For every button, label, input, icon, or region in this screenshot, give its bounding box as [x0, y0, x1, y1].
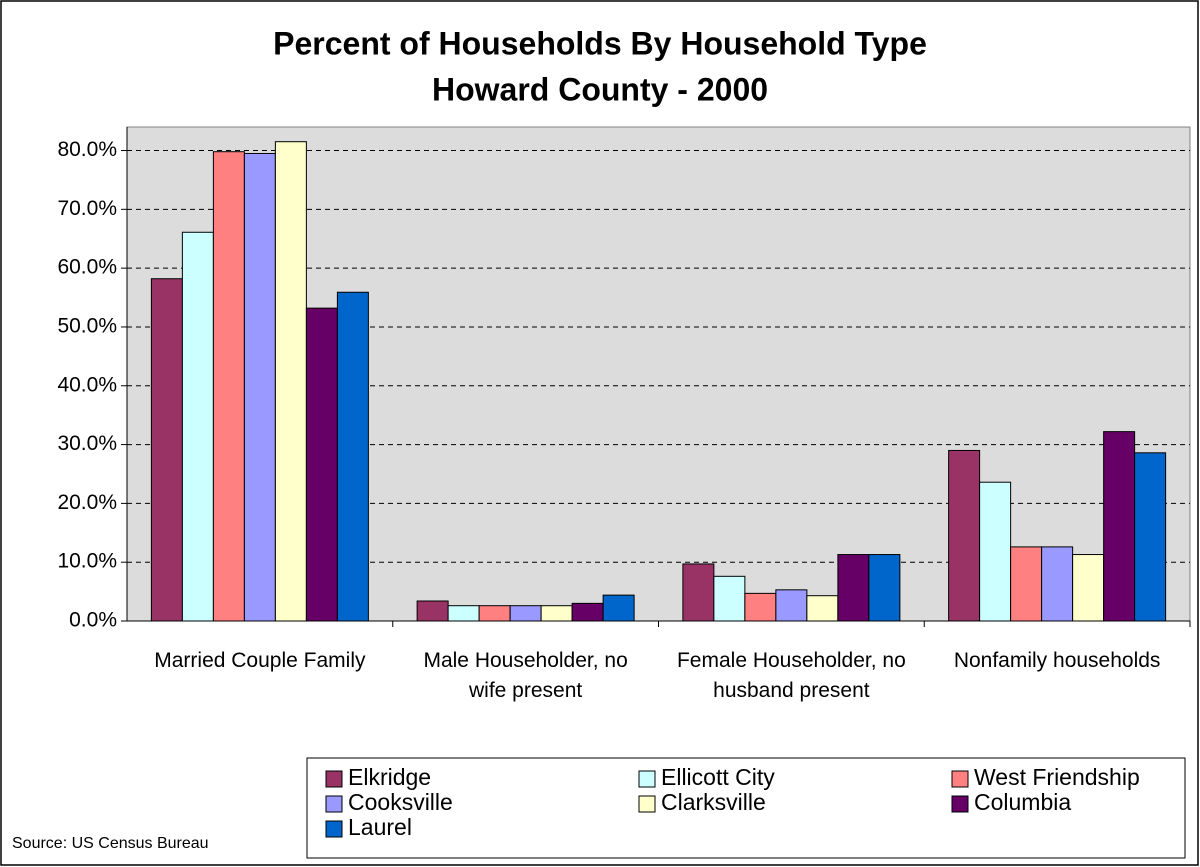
y-tick-label: 20.0% — [57, 491, 117, 514]
x-tick-label: Male Householder, no wife present — [423, 649, 628, 702]
bar — [478, 605, 511, 622]
legend-label: Laurel — [348, 814, 412, 840]
legend-label: Cooksville — [348, 789, 453, 815]
legend-label: Clarksville — [661, 789, 766, 815]
legend-swatch — [325, 770, 343, 788]
bar — [682, 563, 715, 622]
bar — [212, 151, 245, 622]
bar — [1103, 431, 1136, 622]
bar — [837, 554, 870, 622]
y-tick-label: 10.0% — [57, 550, 117, 573]
legend-box — [306, 757, 1186, 859]
legend-label: West Friendship — [974, 764, 1140, 790]
bar — [305, 307, 338, 622]
y-tick-label: 60.0% — [57, 256, 117, 279]
bar — [713, 575, 746, 622]
legend-label: Columbia — [974, 789, 1071, 815]
bar — [540, 605, 573, 622]
x-tick-label: Married Couple Family — [154, 649, 366, 672]
y-tick-label: 70.0% — [57, 197, 117, 220]
chart-subtitle: Howard County - 2000 — [432, 71, 768, 107]
bar — [416, 600, 449, 622]
legend-swatch — [951, 770, 969, 788]
legend-label: Elkridge — [348, 764, 431, 790]
bar — [336, 291, 369, 622]
bar — [1072, 554, 1105, 622]
y-tick-label: 80.0% — [57, 138, 117, 161]
bar — [744, 592, 777, 622]
bar — [948, 449, 981, 622]
bar — [1010, 546, 1043, 622]
legend-swatch — [638, 770, 656, 788]
bar — [1134, 452, 1167, 622]
y-tick-label: 50.0% — [57, 314, 117, 337]
y-tick-label: 0.0% — [69, 609, 117, 632]
legend-label: Ellicott City — [661, 764, 775, 790]
bar — [181, 231, 214, 622]
legend-swatch — [638, 795, 656, 813]
bar — [509, 605, 542, 622]
legend-swatch — [325, 795, 343, 813]
bar — [243, 152, 276, 622]
chart-title: Percent of Households By Household Type — [273, 25, 927, 61]
y-tick-label: 40.0% — [57, 373, 117, 396]
x-tick-label: Female Householder, no husband present — [676, 649, 906, 702]
y-tick-label: 30.0% — [57, 432, 117, 455]
bar — [150, 278, 183, 622]
bar — [447, 605, 480, 622]
bar — [1041, 546, 1074, 622]
source-note: Source: US Census Bureau — [12, 835, 209, 852]
bar — [571, 602, 604, 622]
legend-swatch — [951, 795, 969, 813]
bar — [979, 481, 1012, 622]
bar — [775, 589, 808, 622]
bar — [602, 594, 635, 622]
bar — [868, 554, 901, 622]
x-tick-label: Nonfamily households — [953, 649, 1161, 672]
legend-swatch — [325, 820, 343, 838]
bar — [274, 141, 307, 622]
bar — [806, 595, 839, 622]
